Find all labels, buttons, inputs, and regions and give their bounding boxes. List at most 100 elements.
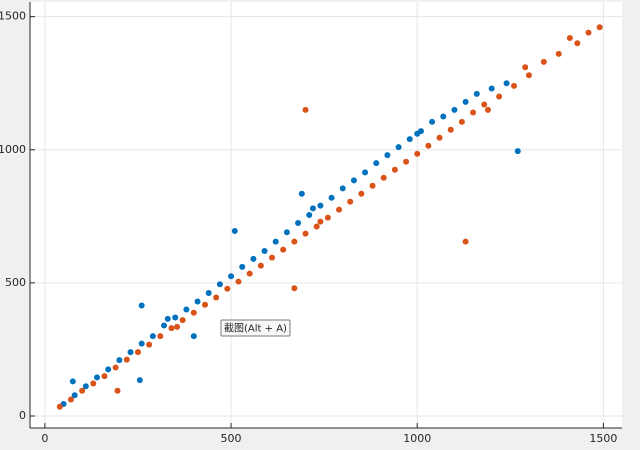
point bbox=[350, 177, 357, 184]
point bbox=[179, 317, 186, 324]
point bbox=[425, 142, 432, 149]
point bbox=[429, 118, 436, 125]
point bbox=[134, 349, 141, 356]
point bbox=[317, 202, 324, 209]
point bbox=[540, 58, 547, 65]
point bbox=[328, 194, 335, 201]
point bbox=[574, 40, 581, 47]
point bbox=[280, 246, 287, 253]
point bbox=[116, 357, 123, 364]
point bbox=[373, 160, 380, 167]
point bbox=[250, 255, 257, 262]
point bbox=[123, 356, 130, 363]
point bbox=[157, 333, 164, 340]
point bbox=[149, 333, 156, 340]
point bbox=[71, 392, 78, 399]
point bbox=[484, 106, 491, 113]
y-tick-label: 0 bbox=[19, 409, 26, 422]
point bbox=[362, 169, 369, 176]
point bbox=[172, 314, 179, 321]
point bbox=[481, 101, 488, 108]
plot-area bbox=[30, 2, 622, 428]
point bbox=[306, 212, 313, 218]
point bbox=[596, 24, 603, 31]
point bbox=[224, 285, 231, 292]
point bbox=[138, 302, 145, 309]
point bbox=[391, 166, 398, 173]
point bbox=[522, 64, 529, 71]
point bbox=[69, 378, 76, 385]
point bbox=[164, 315, 171, 322]
point bbox=[317, 218, 324, 225]
point bbox=[235, 278, 242, 285]
point bbox=[101, 373, 108, 380]
point bbox=[384, 152, 391, 159]
point bbox=[82, 383, 89, 390]
x-tick-label: 0 bbox=[41, 432, 48, 445]
point bbox=[555, 50, 562, 57]
x-tick-label: 1500 bbox=[589, 432, 617, 445]
points bbox=[56, 24, 603, 410]
point bbox=[90, 380, 97, 387]
point bbox=[436, 134, 443, 141]
point bbox=[403, 158, 410, 165]
point bbox=[291, 285, 298, 292]
point bbox=[295, 219, 302, 226]
point bbox=[168, 325, 175, 332]
point bbox=[239, 263, 246, 270]
y-tick-label: 500 bbox=[5, 276, 26, 289]
point bbox=[511, 82, 518, 89]
point bbox=[302, 230, 309, 237]
point bbox=[190, 333, 197, 340]
x-tick-label: 1000 bbox=[403, 432, 431, 445]
point bbox=[205, 290, 212, 297]
tooltip-box bbox=[220, 319, 291, 337]
point bbox=[105, 366, 112, 373]
point bbox=[339, 185, 346, 192]
point bbox=[127, 349, 134, 356]
point bbox=[473, 90, 480, 97]
y-tick-label: 1500 bbox=[0, 10, 26, 23]
y-tick-label: 1000 bbox=[0, 143, 26, 156]
point bbox=[79, 387, 86, 394]
point bbox=[67, 396, 74, 403]
point bbox=[369, 182, 376, 189]
point bbox=[514, 148, 521, 155]
point bbox=[183, 306, 190, 313]
point bbox=[56, 403, 63, 410]
point bbox=[324, 214, 331, 221]
point bbox=[190, 309, 197, 316]
point bbox=[272, 238, 279, 245]
point bbox=[458, 118, 465, 125]
x-tick-label: 500 bbox=[221, 432, 242, 445]
point bbox=[114, 387, 121, 394]
point bbox=[447, 126, 454, 133]
point bbox=[94, 374, 101, 381]
point bbox=[136, 377, 143, 384]
point bbox=[406, 136, 413, 143]
point bbox=[261, 247, 268, 254]
point bbox=[194, 298, 201, 305]
tooltip: 截图(Alt + A) bbox=[220, 319, 291, 337]
point bbox=[228, 273, 235, 280]
point bbox=[336, 206, 343, 213]
point bbox=[503, 80, 510, 87]
point bbox=[174, 323, 181, 330]
point bbox=[585, 29, 592, 36]
point bbox=[161, 322, 168, 329]
point bbox=[302, 106, 309, 113]
point bbox=[246, 270, 253, 277]
point bbox=[298, 190, 305, 197]
point bbox=[213, 294, 220, 301]
point bbox=[414, 130, 421, 137]
point bbox=[269, 254, 276, 261]
point bbox=[380, 174, 387, 181]
point bbox=[414, 150, 421, 157]
point bbox=[347, 198, 354, 205]
point bbox=[462, 238, 469, 245]
point bbox=[146, 341, 153, 348]
point bbox=[201, 301, 208, 308]
point bbox=[231, 227, 238, 234]
point bbox=[488, 85, 495, 92]
